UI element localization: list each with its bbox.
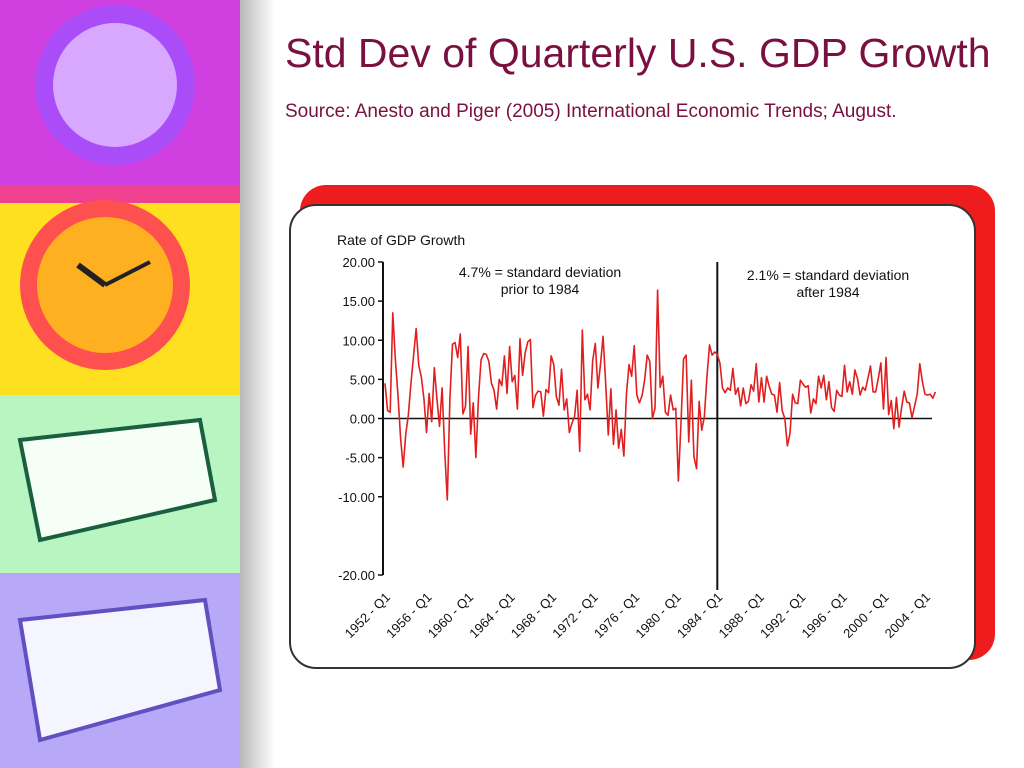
y-tick-label: -20.00	[338, 568, 375, 583]
annotation: after 1984	[796, 284, 859, 300]
slide-title: Std Dev of Quarterly U.S. GDP Growth Sou…	[285, 28, 1005, 128]
source-text: Source: Anesto and Piger (2005) Internat…	[285, 101, 897, 122]
series-line	[384, 289, 937, 501]
chart: Rate of GDP Growth 20.00 15.00 10.00 5.00 0.…	[275, 170, 1001, 685]
title-text: Std Dev of Quarterly U.S. GDP Growth	[285, 30, 991, 76]
y-tick-label: -10.00	[338, 490, 375, 505]
side-images	[0, 0, 275, 768]
y-tick-label: 15.00	[342, 294, 375, 309]
y-tick-label: 5.00	[350, 372, 375, 387]
y-axis-title: Rate of GDP Growth	[337, 232, 465, 248]
y-tick-label: -5.00	[345, 451, 375, 466]
annotation: 4.7% = standard deviation	[459, 264, 621, 280]
y-tick-label: 0.00	[350, 412, 375, 427]
y-tick-label: 20.00	[342, 255, 375, 270]
annotation: 2.1% = standard deviation	[747, 267, 909, 283]
annotation: prior to 1984	[501, 281, 580, 297]
y-tick-label: 10.00	[342, 333, 375, 348]
chart-panel	[289, 204, 976, 669]
